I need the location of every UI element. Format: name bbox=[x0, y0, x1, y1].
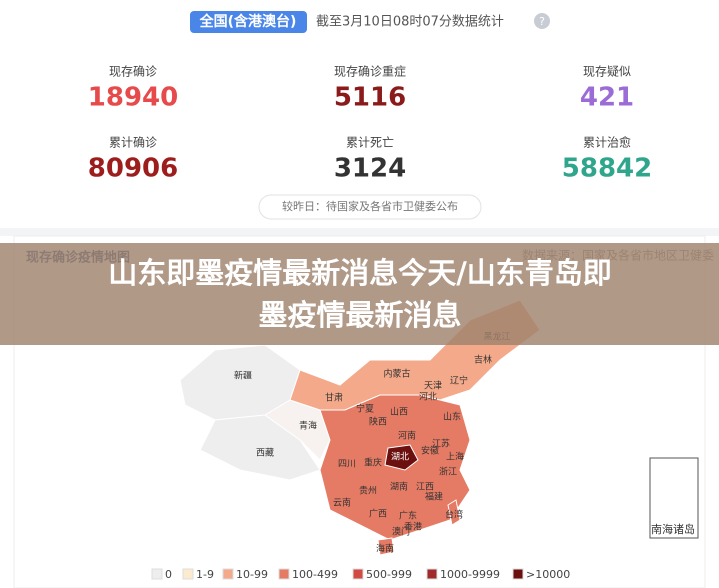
legend-swatch bbox=[182, 568, 194, 580]
map: 新疆西藏青海甘肃内蒙古黑龙江吉林辽宁宁夏陕西山西河北天津山东河南湖北安徽江苏上海… bbox=[179, 299, 699, 556]
legend-swatch bbox=[512, 568, 524, 580]
province-label: 湖南 bbox=[390, 481, 408, 493]
stat-label: 累计确诊 bbox=[109, 136, 157, 150]
legend-label: 500-999 bbox=[366, 568, 412, 581]
province-label: 浙江 bbox=[439, 466, 457, 478]
province-label: 山西 bbox=[390, 407, 408, 418]
legend-label: 100-499 bbox=[292, 568, 338, 581]
province-label: 青海 bbox=[299, 420, 317, 432]
legend-swatch bbox=[278, 568, 290, 580]
province-label: 安徽 bbox=[421, 445, 439, 457]
legend-label: 10-99 bbox=[236, 568, 268, 581]
stat-value: 18940 bbox=[88, 83, 178, 113]
legend-swatch bbox=[426, 568, 438, 580]
legend-label: >10000 bbox=[526, 568, 570, 581]
province-label: 湖北 bbox=[391, 452, 409, 463]
province-label: 海南 bbox=[376, 543, 394, 555]
province-label: 河北 bbox=[419, 391, 437, 403]
inset-box bbox=[649, 457, 699, 539]
province-label: 澳门 bbox=[392, 526, 410, 538]
separator bbox=[0, 228, 719, 236]
legend-swatch bbox=[222, 568, 234, 580]
province-label: 河南 bbox=[398, 430, 416, 442]
province-label: 贵州 bbox=[359, 485, 377, 497]
stat-label: 累计死亡 bbox=[346, 136, 394, 150]
province-label: 广西 bbox=[369, 508, 387, 520]
region bbox=[377, 537, 395, 556]
province-label: 四川 bbox=[338, 460, 356, 470]
province-label: 吉林 bbox=[474, 354, 492, 366]
province-label: 台湾 bbox=[445, 509, 463, 521]
legend-label: 1-9 bbox=[196, 568, 214, 581]
province-label: 内蒙古 bbox=[383, 368, 410, 380]
note: 较昨日：待国家及各省市卫健委公布 bbox=[282, 199, 458, 213]
province-label: 上海 bbox=[446, 451, 464, 463]
province-label: 重庆 bbox=[364, 457, 382, 469]
scope: 全国(含港澳台) bbox=[199, 13, 297, 30]
stat-label: 现存确诊 bbox=[109, 65, 157, 79]
province-label: 西藏 bbox=[256, 447, 274, 459]
province-label: 天津 bbox=[424, 381, 442, 392]
province-label: 宁夏 bbox=[356, 403, 374, 415]
province-label: 甘肃 bbox=[325, 392, 343, 404]
stat-value: 3124 bbox=[334, 154, 406, 184]
legend-swatch bbox=[151, 568, 163, 580]
help-icon[interactable] bbox=[534, 13, 550, 29]
banner-title: 山东即墨疫情最新消息今天/山东青岛即 bbox=[108, 256, 612, 290]
stat-label: 累计治愈 bbox=[583, 135, 631, 150]
legend-label: 1000-9999 bbox=[440, 568, 500, 581]
province-label: 香港 bbox=[404, 521, 422, 533]
province-label: 江苏 bbox=[432, 438, 450, 450]
stat-label: 现存确诊重症 bbox=[334, 64, 406, 79]
stat-value: 421 bbox=[580, 83, 634, 113]
legend-label: 0 bbox=[165, 568, 172, 581]
province-label: 福建 bbox=[425, 491, 443, 503]
legend-swatch bbox=[352, 568, 364, 580]
timestamp: 截至3月10日08时07分数据统计 bbox=[316, 15, 504, 30]
stat-value: 80906 bbox=[88, 154, 178, 184]
province-label: 云南 bbox=[333, 497, 351, 509]
stat-label: 现存疑似 bbox=[583, 64, 631, 79]
help: ? bbox=[539, 15, 545, 28]
banner bbox=[0, 243, 719, 345]
stat-value: 58842 bbox=[562, 154, 652, 184]
province-label: 山东 bbox=[443, 411, 461, 423]
region bbox=[384, 444, 419, 471]
province-label: 新疆 bbox=[234, 370, 252, 382]
province-label: 广东 bbox=[399, 510, 417, 522]
banner-title: 墨疫情最新消息 bbox=[258, 298, 461, 332]
province-label: 江西 bbox=[416, 482, 434, 493]
inset-label: 南海诸岛 bbox=[651, 522, 695, 536]
province-label: 陕西 bbox=[369, 416, 387, 428]
scope-pill[interactable] bbox=[190, 11, 307, 33]
note-pill bbox=[258, 194, 482, 220]
province-label: 辽宁 bbox=[450, 375, 468, 387]
stat-value: 5116 bbox=[334, 83, 406, 113]
region bbox=[447, 499, 461, 526]
